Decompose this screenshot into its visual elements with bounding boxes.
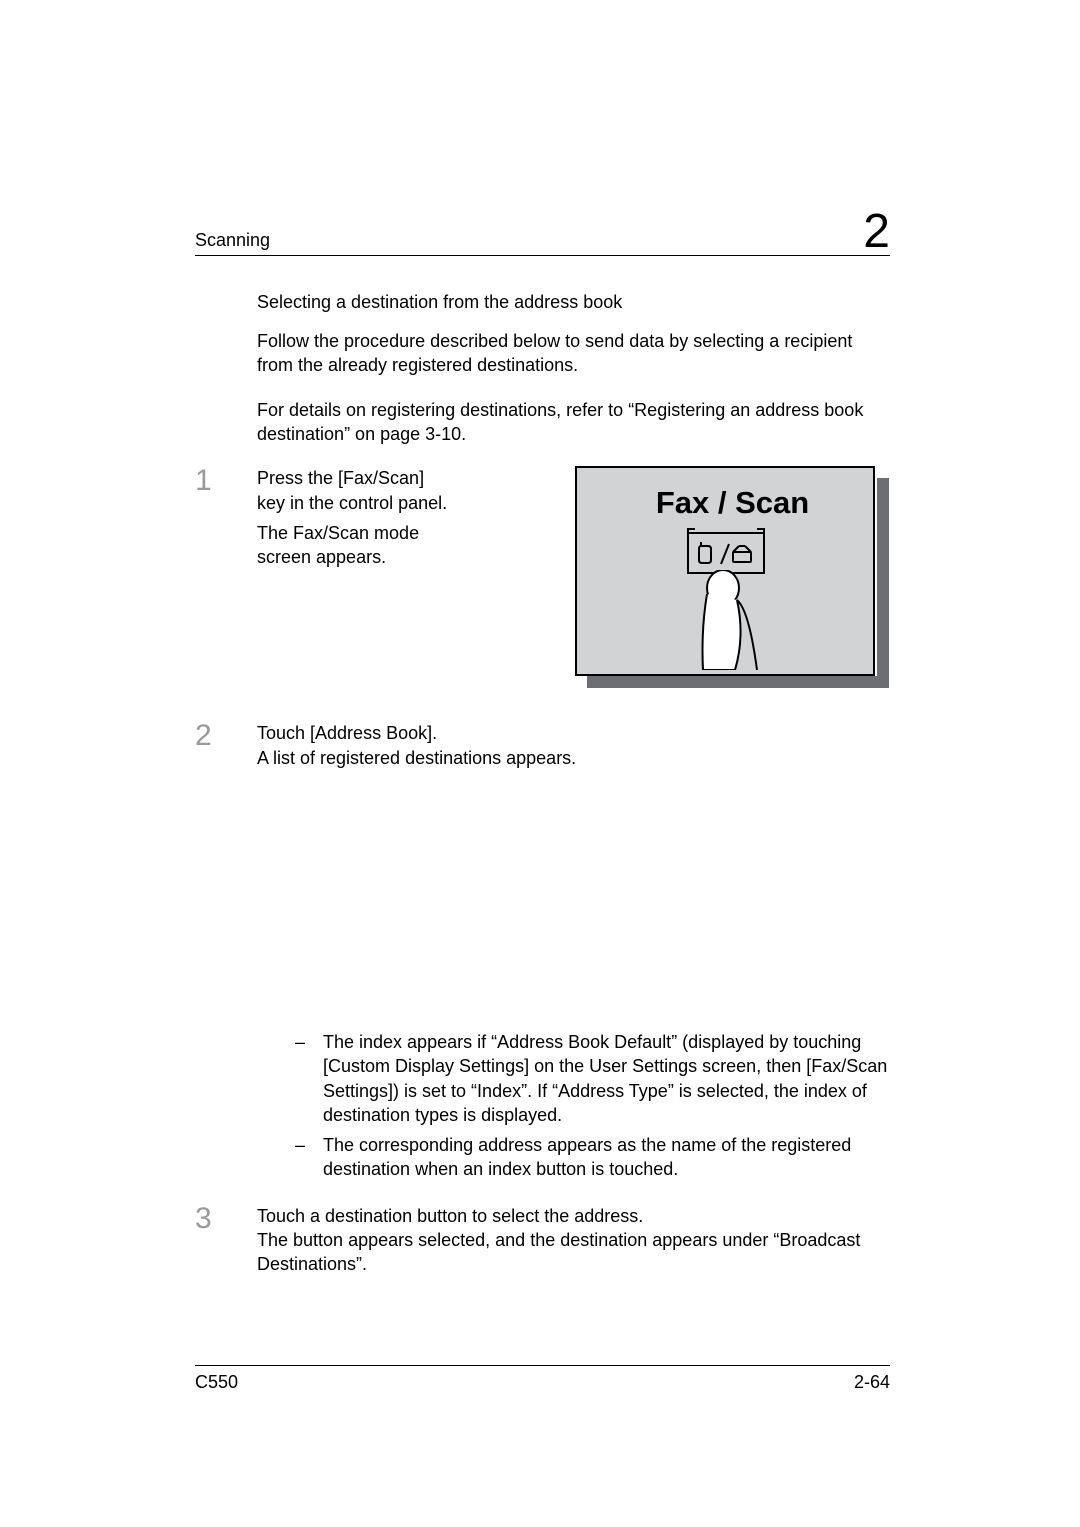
chapter-number: 2 — [863, 210, 890, 253]
step-number: 2 — [195, 721, 257, 770]
step-text: The Fax/Scan mode screen appears. — [257, 521, 457, 570]
intro-paragraph-2: For details on registering destinations,… — [257, 398, 890, 447]
note-list: – The index appears if “Address Book Def… — [295, 1030, 890, 1182]
step-text: The button appears selected, and the des… — [257, 1228, 890, 1277]
step-3: 3 Touch a destination button to select t… — [195, 1204, 890, 1277]
step-text: A list of registered destinations appear… — [257, 746, 890, 770]
footer-page-number: 2-64 — [854, 1372, 890, 1393]
note-item: – The corresponding address appears as t… — [295, 1133, 890, 1182]
step-number: 1 — [195, 466, 257, 691]
note-text: The index appears if “Address Book Defau… — [323, 1030, 890, 1127]
step-1: 1 Press the [Fax/Scan] key in the contro… — [195, 466, 890, 691]
note-item: – The index appears if “Address Book Def… — [295, 1030, 890, 1127]
dash-icon: – — [295, 1133, 323, 1182]
section-title: Selecting a destination from the address… — [257, 292, 890, 313]
step-text: Touch a destination button to select the… — [257, 1204, 890, 1228]
illustration-label: Fax / Scan — [575, 482, 890, 524]
manual-page: Scanning 2 Selecting a destination from … — [0, 0, 1080, 1527]
step-text: Touch [Address Book]. — [257, 721, 890, 745]
step-number: 3 — [195, 1204, 257, 1277]
step-text: Press the [Fax/Scan] key in the control … — [257, 466, 457, 515]
fax-scan-key-glyphs-icon — [695, 542, 755, 568]
step-2: 2 Touch [Address Book]. A list of regist… — [195, 721, 890, 770]
page-header: Scanning 2 — [195, 210, 890, 256]
header-section-name: Scanning — [195, 230, 863, 251]
intro-paragraph-1: Follow the procedure described below to … — [257, 329, 890, 378]
note-text: The corresponding address appears as the… — [323, 1133, 890, 1182]
fax-scan-illustration: Fax / Scan — [575, 466, 890, 691]
footer-model: C550 — [195, 1372, 238, 1393]
page-footer: C550 2-64 — [195, 1365, 890, 1393]
finger-press-icon — [701, 570, 761, 670]
dash-icon: – — [295, 1030, 323, 1127]
